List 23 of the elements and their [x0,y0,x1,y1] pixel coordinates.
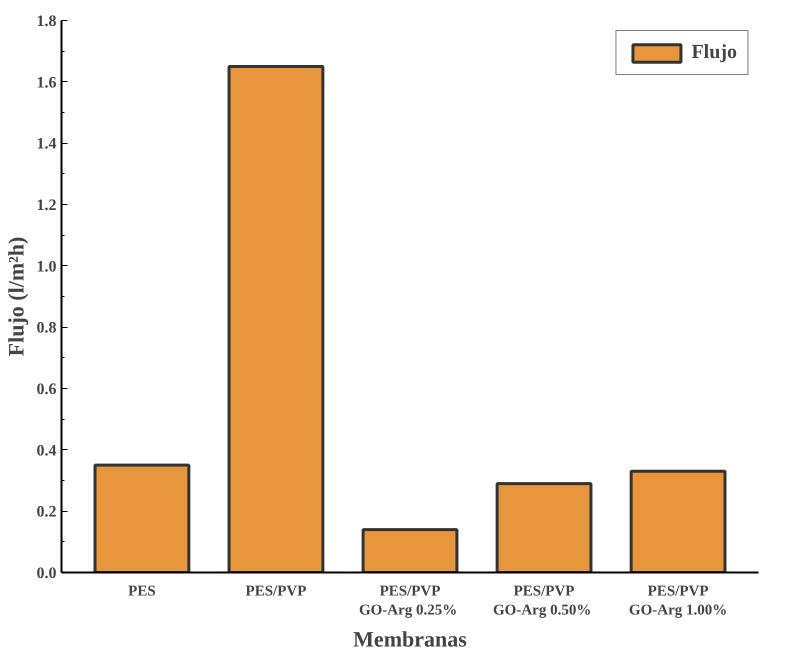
y-tick-label: 0.4 [36,442,56,460]
y-tick-label: 0.0 [36,565,56,582]
bar [630,470,726,572]
x-tick-label: PES/PVP GO-Arg 0.25% [358,584,458,619]
y-tick-label: 0.6 [36,381,56,398]
y-tick-label: 1.0 [36,258,56,276]
bar [362,528,458,572]
y-tick-label: 1.8 [36,13,56,30]
y-tick-label: 0.2 [36,504,56,521]
x-tick-label: PES/PVP [246,584,306,600]
y-tick-label: 1.6 [36,74,56,92]
bar [496,482,592,572]
y-tick-label: 1.4 [36,136,56,153]
x-tick-label: PES/PVP GO-Arg 1.00% [628,584,728,619]
x-tick-label: PES/PVP GO-Arg 0.50% [493,584,592,619]
x-tick-label: PES [128,584,156,600]
y-axis-title: Flujo (l/m²h) [4,236,28,356]
y-tick-label: 1.2 [36,197,56,214]
y-tick-label: 0.8 [36,320,56,337]
bar [228,65,324,572]
bar [94,464,190,572]
legend-label: Flujo [691,41,737,64]
x-axis-title: Membranas [353,626,468,652]
